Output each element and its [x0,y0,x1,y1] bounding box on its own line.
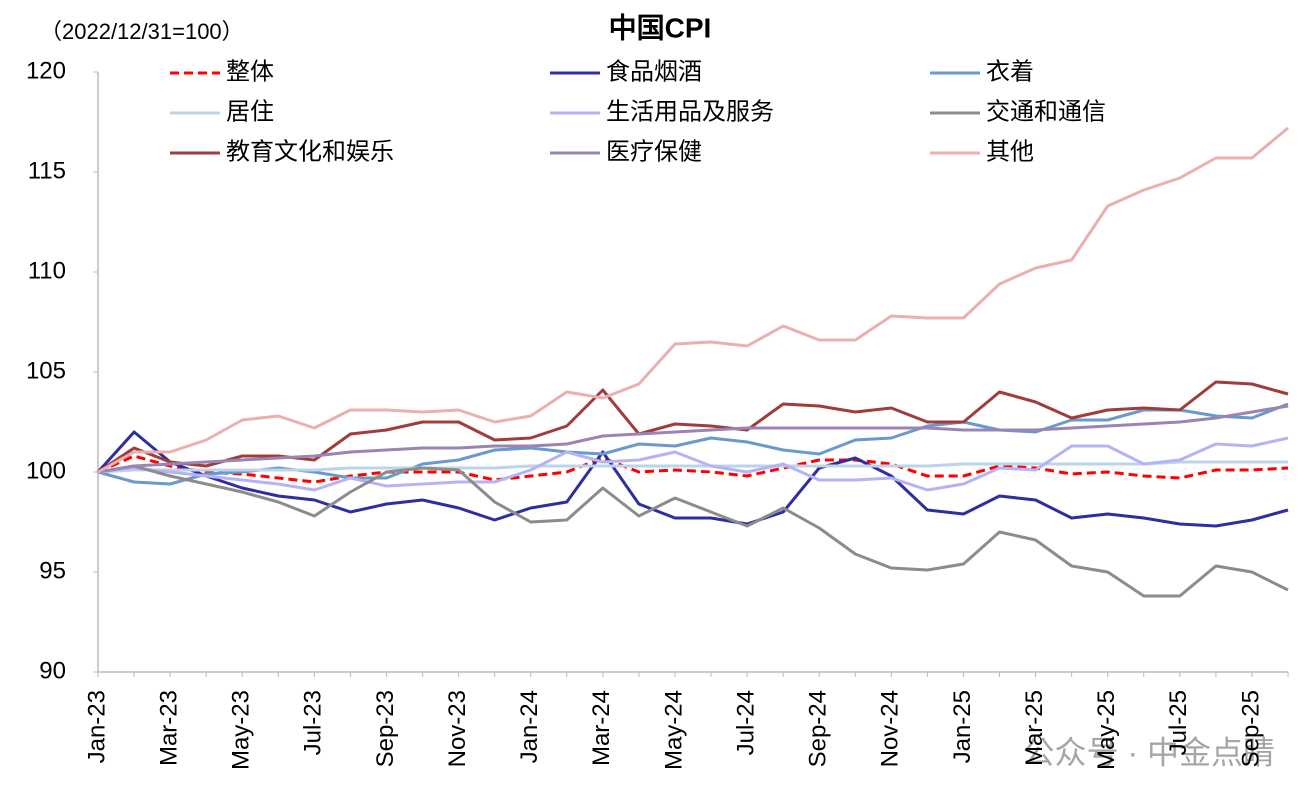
x-tick-label: Sep-24 [805,690,832,767]
y-tick-label: 105 [26,357,66,384]
legend-label: 居住 [226,98,274,125]
y-tick-label: 95 [39,557,66,584]
y-tick-label: 120 [26,57,66,84]
x-tick-label: Jan-23 [83,690,110,763]
legend-label: 医疗保健 [606,138,702,165]
x-tick-label: May-25 [1093,690,1120,770]
chart-title: 中国CPI [609,12,712,43]
line-series [97,126,1289,474]
x-tick-label: Mar-25 [1021,690,1048,766]
x-tick-label: Nov-24 [877,690,904,767]
x-tick-label: Jul-25 [1165,690,1192,755]
y-tick-label: 90 [39,657,66,684]
x-tick-label: Jul-24 [732,690,759,755]
x-tick-label: Mar-24 [588,690,615,766]
y-tick-label: 100 [26,457,66,484]
y-tick-label: 110 [28,257,66,284]
x-tick-label: Jul-23 [300,690,327,755]
legend-label: 其他 [986,138,1034,165]
y-tick-label: 115 [28,157,66,184]
chart-subtitle: （2022/12/31=100） [40,19,244,44]
x-tick-label: Jan-24 [516,690,543,763]
legend-label: 交通和通信 [986,98,1106,125]
line-series [96,430,1289,528]
x-tick-label: Sep-23 [372,690,399,767]
x-tick-label: Mar-23 [155,690,182,766]
line-series [97,464,1289,598]
legend-label: 衣着 [986,58,1034,85]
legend-label: 整体 [226,58,274,85]
x-tick-label: May-23 [228,690,255,770]
watermark: 公众号 · 中金点睛 [1023,734,1275,770]
legend-label: 教育文化和娱乐 [226,138,394,165]
x-tick-label: Nov-23 [444,690,471,767]
legend-label: 食品烟酒 [606,58,702,85]
line-series [97,436,1289,492]
x-tick-label: Sep-25 [1237,690,1264,767]
x-tick-label: May-24 [660,690,687,770]
line-series [97,460,1288,474]
line-series [97,454,1289,484]
legend-label: 生活用品及服务 [606,98,774,125]
x-tick-label: Jan-25 [949,690,976,763]
line-series [97,404,1289,474]
